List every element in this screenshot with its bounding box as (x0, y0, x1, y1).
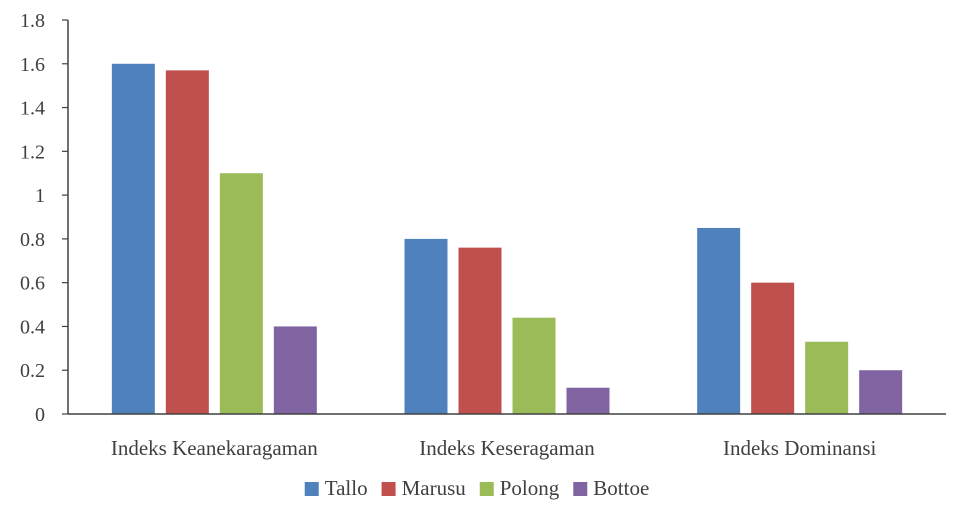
bar-marusu-1 (458, 247, 502, 414)
y-tick-label: 0.4 (20, 316, 45, 338)
bar-polong-0 (219, 173, 263, 414)
y-tick-label: 1.8 (20, 10, 45, 32)
bar-polong-2 (805, 341, 849, 414)
y-tick-label: 1.4 (20, 98, 45, 120)
bars-group (111, 63, 903, 415)
legend-label-tallo: Tallo (325, 476, 368, 500)
legend-swatch-marusu (381, 482, 396, 496)
y-tick-label: 0.8 (20, 229, 45, 251)
bar-bottoe-1 (566, 387, 610, 414)
y-tick-label: 0 (35, 404, 45, 426)
legend-swatch-bottoe (573, 482, 588, 496)
bar-bottoe-0 (273, 326, 317, 414)
bar-polong-1 (512, 317, 556, 414)
bar-bottoe-2 (859, 370, 903, 414)
legend-swatch-polong (479, 482, 494, 496)
legend: Tallo Marusu Polong Bottoe (304, 476, 649, 500)
bar-marusu-2 (751, 282, 795, 414)
legend-label-marusu: Marusu (402, 476, 467, 500)
y-tick-label: 1 (35, 185, 45, 207)
x-category-label: Indeks Dominansi (723, 436, 877, 460)
y-tick-label: 0.2 (20, 360, 45, 382)
bar-tallo-2 (697, 227, 741, 414)
x-category-label: Indeks Keanekaragaman (111, 436, 318, 460)
bar-tallo-0 (111, 63, 155, 415)
y-axis: 0 0.2 0.4 0.6 0.8 1 1.2 1.4 1.6 1.8 (20, 10, 69, 426)
x-category-label: Indeks Keseragaman (419, 436, 595, 460)
bar-marusu-0 (165, 70, 209, 414)
legend-label-polong: Polong (500, 476, 560, 500)
x-axis: Indeks Keanekaragaman Indeks Keseragaman I… (68, 413, 946, 460)
legend-swatch-tallo (304, 482, 319, 496)
y-tick-label: 1.6 (20, 54, 45, 76)
bar-tallo-1 (404, 238, 448, 414)
legend-label-bottoe: Bottoe (593, 476, 649, 500)
y-tick-label: 1.2 (20, 141, 45, 163)
y-tick-label: 0.6 (20, 273, 45, 295)
